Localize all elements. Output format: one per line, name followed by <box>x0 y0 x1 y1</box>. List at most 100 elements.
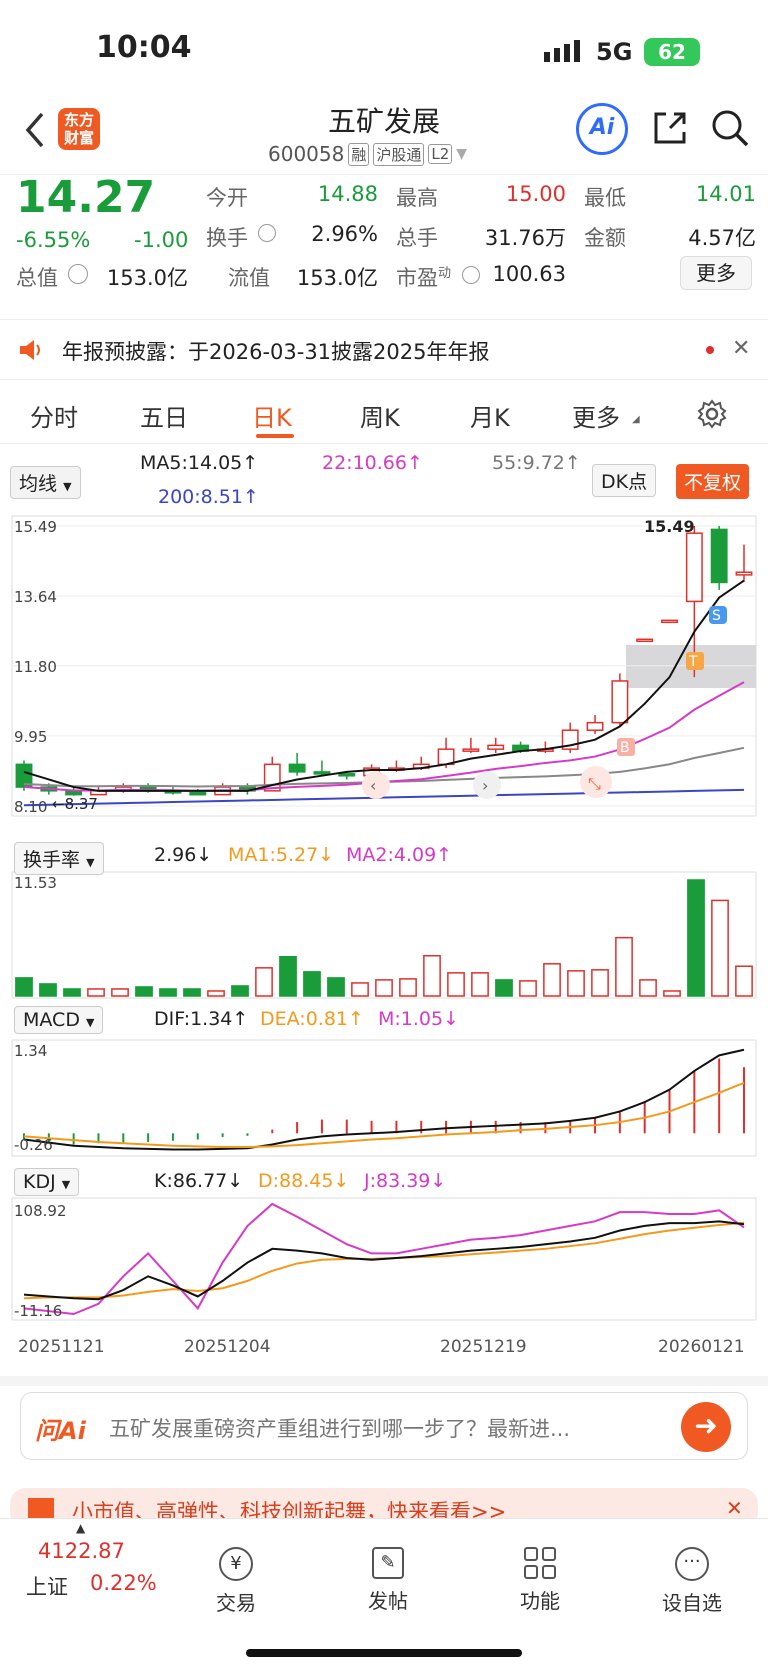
pe-value: 100.63 <box>492 262 566 286</box>
nav-watchlist[interactable]: ··· 设自选 <box>642 1547 742 1616</box>
tab-fenshi[interactable]: 分时 <box>30 404 78 432</box>
badge-hgt: 沪股通 <box>373 142 425 166</box>
adjust-button[interactable]: 不复权 <box>676 464 750 499</box>
nav-trade-label: 交易 <box>216 1591 256 1615</box>
ma5-label: MA5:14.05↑ <box>140 452 259 474</box>
turnover-bar <box>231 985 249 997</box>
candle-body <box>685 532 703 603</box>
tab-active-indicator <box>256 434 294 438</box>
index-value[interactable]: 4122.87 <box>38 1539 125 1563</box>
settings-button[interactable] <box>696 398 728 430</box>
nav-functions[interactable]: 功能 <box>490 1547 590 1614</box>
info-icon[interactable] <box>462 266 480 284</box>
total-cap-label: 总值 <box>16 266 58 290</box>
ask-ai-logo: 问Ai <box>35 1417 86 1445</box>
close-icon[interactable]: ✕ <box>732 336 751 361</box>
index-name[interactable]: 上证 <box>26 1575 68 1599</box>
tab-more[interactable]: 更多 <box>572 404 620 432</box>
float-cap: 153.0亿 <box>296 266 378 290</box>
tab-rik[interactable]: 日K <box>252 404 292 432</box>
ma55-label: 55:9.72↑ <box>492 452 581 474</box>
more-dots-icon: ··· <box>675 1547 709 1581</box>
chevron-down-icon[interactable]: ▼ <box>456 146 468 162</box>
stock-code-row: 600058 融 沪股通 L2 ▼ <box>268 142 467 166</box>
turnover-bar <box>279 956 297 997</box>
nav-post[interactable]: ✎ 发帖 <box>338 1547 438 1614</box>
price-axis-label: 11.80 <box>14 658 57 676</box>
ma-selector[interactable]: 均线 ▼ <box>10 466 81 499</box>
grid-icon <box>524 1547 556 1579</box>
search-button[interactable] <box>710 108 750 148</box>
app-logo: 东方 财富 <box>58 108 100 150</box>
turnover-bar <box>615 936 633 997</box>
ask-ai-send-button[interactable]: ➜ <box>681 1402 731 1452</box>
triangle-up-icon: ▲ <box>76 1521 86 1535</box>
ask-ai-input[interactable]: 问Ai 五矿发展重磅资产重组进行到哪一步了？最新进... ➜ <box>20 1392 748 1460</box>
battery-icon: 62 <box>644 38 700 66</box>
index-percent[interactable]: 0.22% <box>90 1571 157 1595</box>
stock-header: 东方 财富 五矿发展 600058 融 沪股通 L2 ▼ Ai <box>0 100 768 175</box>
turnover-bar <box>447 972 465 997</box>
turnover-bar <box>567 970 585 997</box>
dk-button[interactable]: DK点 <box>592 464 657 497</box>
tab-wuri[interactable]: 五日 <box>140 404 188 432</box>
amount-label: 金额 <box>584 226 626 250</box>
chevron-down-icon: ▼ <box>63 480 72 493</box>
amount-value: 4.57亿 <box>688 226 756 250</box>
candle-body <box>338 773 356 777</box>
notice-bar[interactable]: 年报预披露：于2026-03-31披露2025年年报 ✕ <box>0 322 768 380</box>
low-marker: ←8.37 <box>52 795 98 813</box>
turnover-bar <box>399 978 417 997</box>
candle-body <box>487 744 505 750</box>
turnover-panel: 11.53 <box>11 871 757 999</box>
signal-icon <box>544 40 582 62</box>
back-button[interactable] <box>20 110 50 150</box>
more-button[interactable]: 更多 <box>680 256 752 290</box>
change-amount: -1.00 <box>134 228 189 252</box>
macd-selector[interactable]: MACD ▼ <box>14 1006 104 1034</box>
high-marker: 15.49 <box>644 517 695 536</box>
macd-selector-label: MACD <box>23 1009 80 1031</box>
nav-trade[interactable]: ¥ 交易 <box>186 1547 286 1616</box>
pe-label-text: 市盈 <box>396 266 438 290</box>
gear-icon <box>697 399 727 429</box>
tab-yuek[interactable]: 月K <box>470 404 510 432</box>
turnover-bar <box>687 879 705 997</box>
signal-b[interactable]: B <box>617 738 635 756</box>
stock-code: 600058 <box>268 142 345 166</box>
info-icon[interactable] <box>68 264 88 284</box>
search-icon <box>712 110 749 147</box>
ai-button[interactable]: Ai <box>576 103 628 155</box>
turnover-axis-top: 11.53 <box>14 874 57 892</box>
nav-right-button[interactable]: › <box>473 771 501 799</box>
signal-b-label: B <box>620 740 630 756</box>
nav-left-button[interactable]: ‹ <box>362 771 390 799</box>
bottom-nav: ▲ 4122.87 上证 0.22% ¥ 交易 ✎ 发帖 功能 ··· 设自选 <box>0 1518 768 1665</box>
total-cap: 153.0亿 <box>106 266 188 290</box>
arrow-right-icon: ➜ <box>694 1409 718 1442</box>
home-indicator <box>246 1649 522 1657</box>
turnover-selector[interactable]: 换手率 ▼ <box>14 842 104 875</box>
high-value: 15.00 <box>505 182 566 206</box>
j-line <box>23 1202 745 1316</box>
info-icon[interactable] <box>258 224 276 242</box>
signal-t[interactable]: T <box>686 652 704 670</box>
macd-dea: DEA:0.81↑ <box>260 1008 364 1030</box>
share-button[interactable] <box>650 108 690 148</box>
network-label: 5G <box>596 38 633 66</box>
turnover-bar <box>327 977 345 997</box>
date-label: 20260121 <box>658 1337 745 1357</box>
expand-button[interactable]: ⤡ <box>580 766 612 798</box>
chevron-down-icon: ▼ <box>86 1016 95 1029</box>
ma5-line <box>23 579 745 792</box>
kdj-selector[interactable]: KDJ ▼ <box>14 1168 80 1196</box>
turnover-bar <box>159 988 177 997</box>
ask-ai-placeholder: 五矿发展重磅资产重组进行到哪一步了？最新进... <box>109 1417 571 1441</box>
logo-line-1: 东方 <box>63 111 94 129</box>
close-icon[interactable]: ✕ <box>726 1496 743 1520</box>
tab-zhouk[interactable]: 周K <box>360 404 400 432</box>
volume-label: 总手 <box>396 226 438 250</box>
signal-s[interactable]: S <box>709 606 727 624</box>
